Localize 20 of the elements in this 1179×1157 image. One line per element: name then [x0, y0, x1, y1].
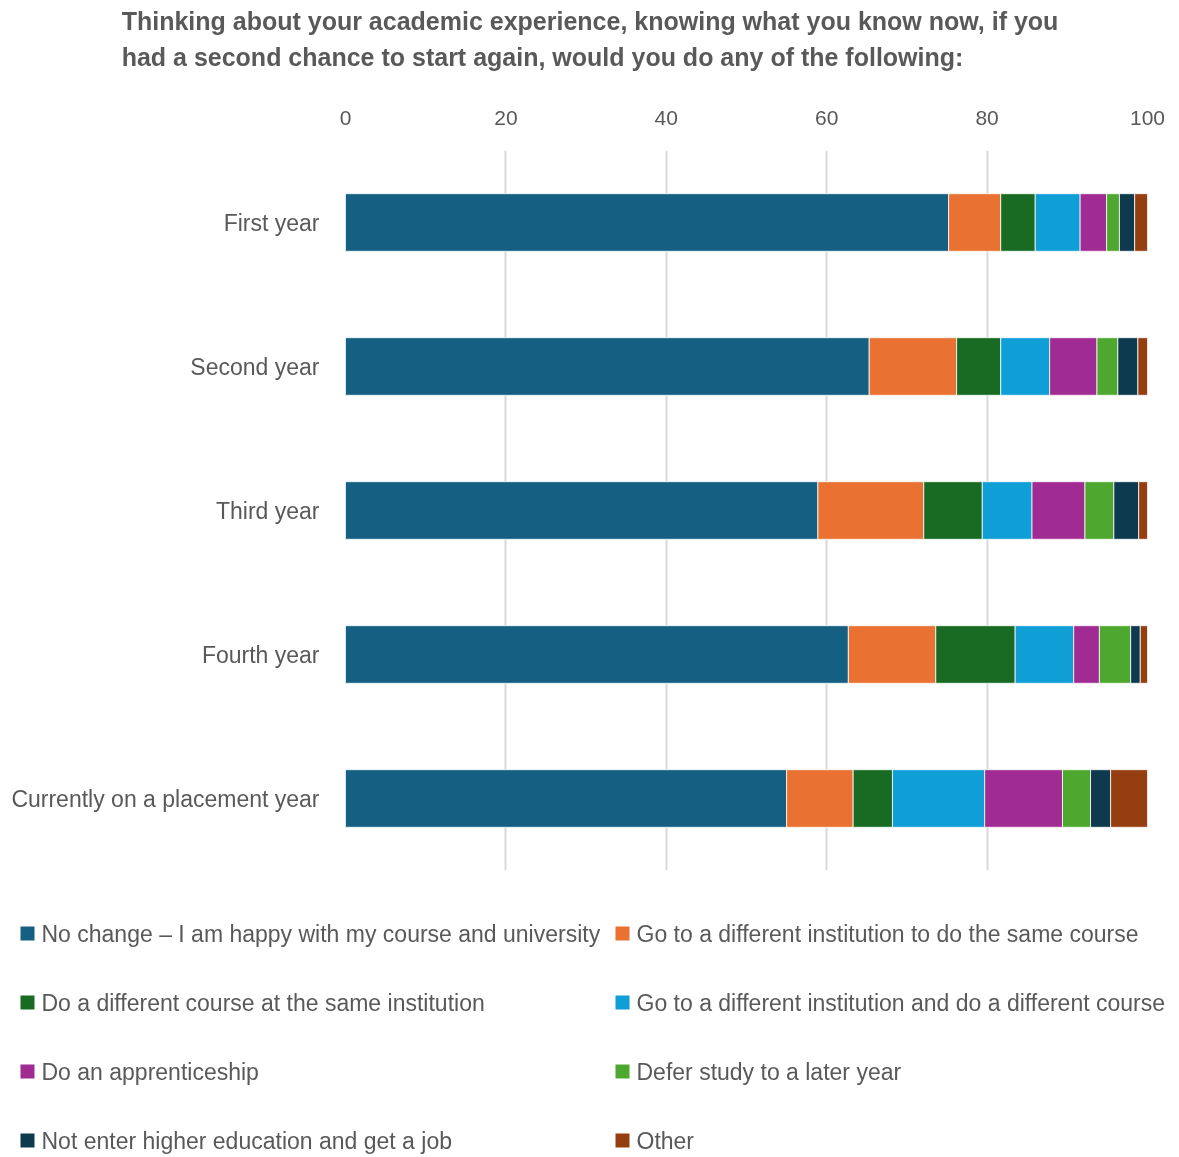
legend-label: Not enter higher education and get a job — [41, 1127, 452, 1154]
x-tick-label: 80 — [975, 105, 999, 129]
y-tick-label: First year — [223, 209, 320, 236]
legend-label: Do an apprenticeship — [41, 1058, 259, 1085]
y-tick-label: Fourth year — [201, 641, 320, 668]
legend-label: Other — [636, 1127, 695, 1154]
y-tick-label: Currently on a placement year — [11, 785, 320, 812]
legend-label: Go to a different institution and do a different course — [636, 989, 1165, 1016]
x-tick-label: 0 — [339, 105, 352, 129]
x-tick-label: 40 — [654, 105, 678, 129]
legend-label: No change – I am happy with my course and university — [41, 920, 601, 947]
y-tick-label: Second year — [190, 353, 320, 380]
x-tick-label: 20 — [494, 105, 518, 129]
legend-label: Defer study to a later year — [636, 1058, 902, 1085]
x-tick-label: 60 — [815, 105, 839, 129]
legend-label: Do a different course at the same institution — [41, 989, 485, 1016]
legend-label: Go to a different institution to do the same course — [636, 920, 1139, 947]
chart-title: Thinking about your academic experience, knowing what you know now, if you had a second chance to start again, would you do any of the following: — [121, 7, 1059, 72]
y-tick-label: Third year — [215, 497, 320, 524]
x-tick-label: 100 — [1129, 105, 1166, 129]
